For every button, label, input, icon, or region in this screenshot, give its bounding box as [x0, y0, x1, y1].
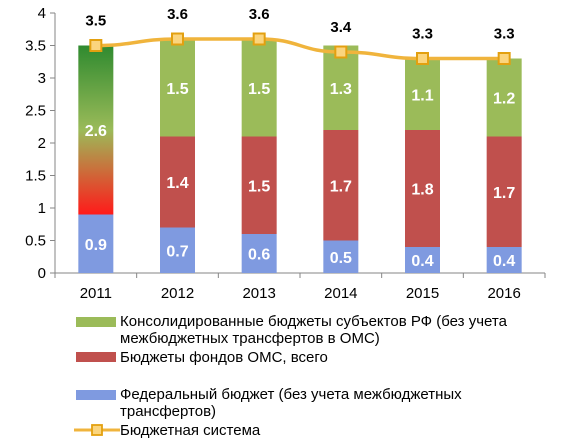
- bar-data-label: 1.5: [248, 81, 270, 98]
- bar-data-label: 0.5: [330, 250, 352, 267]
- bar-data-label: 1.3: [330, 81, 352, 98]
- bar-data-label: 0.4: [411, 253, 433, 270]
- bar-segment: [486, 247, 522, 273]
- budget-system-data-label: 3.6: [249, 6, 270, 23]
- budget-system-data-label: 3.3: [494, 26, 515, 43]
- bar-segment: [160, 136, 195, 228]
- x-tick-label: 2011: [80, 285, 112, 302]
- budget-system-marker: [497, 52, 511, 65]
- x-tick-label: 2014: [324, 285, 357, 302]
- bar-data-label: 1.7: [330, 178, 352, 195]
- y-tick-label: 1.5: [25, 168, 46, 185]
- bar-data-label: 0.7: [166, 243, 188, 260]
- bar-segment: [160, 227, 195, 273]
- bar-segment: [160, 39, 195, 137]
- budget-system-marker: [89, 39, 103, 52]
- bar-segment: [241, 234, 277, 273]
- bar-segment: [241, 136, 277, 234]
- x-tick-label: 2015: [406, 285, 439, 302]
- bar-data-label: 2.6: [85, 123, 107, 140]
- bar-segment: [486, 58, 522, 137]
- bar-data-label: 1.8: [411, 182, 433, 199]
- bar-data-label: 1.2: [493, 91, 515, 108]
- x-tick-label: 2016: [487, 285, 520, 302]
- bar-data-label: 0.6: [248, 247, 270, 264]
- budget-system-marker: [416, 52, 429, 65]
- bar-segment: [323, 45, 359, 130]
- y-tick-label: 2.5: [25, 103, 46, 120]
- budget-system-marker: [252, 32, 266, 46]
- bar-segment: [241, 39, 277, 137]
- bar-data-label: 0.4: [493, 253, 515, 270]
- bar-segment: [78, 214, 114, 273]
- bar-data-label: 1.1: [411, 87, 433, 104]
- y-tick-label: 3.5: [25, 38, 46, 55]
- bar-segment: [486, 136, 522, 247]
- budget-system-data-label: 3.3: [412, 26, 433, 43]
- bar-segment: [323, 240, 359, 273]
- bar-segment: [78, 45, 114, 215]
- y-tick-label: 1: [38, 200, 46, 217]
- y-tick-label: 4: [38, 5, 46, 22]
- bar-segment: [323, 130, 359, 241]
- bar-segment: [405, 247, 440, 273]
- budget-system-marker: [171, 32, 184, 46]
- x-tick-label: 2012: [161, 285, 194, 302]
- x-tick-label: 2013: [242, 285, 275, 302]
- budget-system-data-label: 3.6: [167, 6, 188, 23]
- bar-data-label: 1.5: [166, 81, 188, 98]
- y-tick-label: 2: [38, 135, 46, 152]
- bar-data-label: 1.5: [248, 178, 270, 195]
- y-tick-label: 0.5: [25, 233, 46, 250]
- bar-data-label: 1.7: [493, 185, 515, 202]
- budget-system-data-label: 3.4: [330, 19, 352, 36]
- bar-segment: [405, 130, 440, 247]
- budget-system-line: [95, 37, 505, 61]
- budget-system-marker: [334, 45, 348, 59]
- bar-segment: [405, 58, 440, 130]
- bar-data-label: 0.9: [85, 237, 107, 254]
- bar-data-label: 1.4: [166, 175, 188, 192]
- y-tick-label: 3: [38, 70, 46, 87]
- budget-system-data-label: 3.5: [85, 13, 106, 30]
- y-tick-label: 0: [38, 265, 46, 282]
